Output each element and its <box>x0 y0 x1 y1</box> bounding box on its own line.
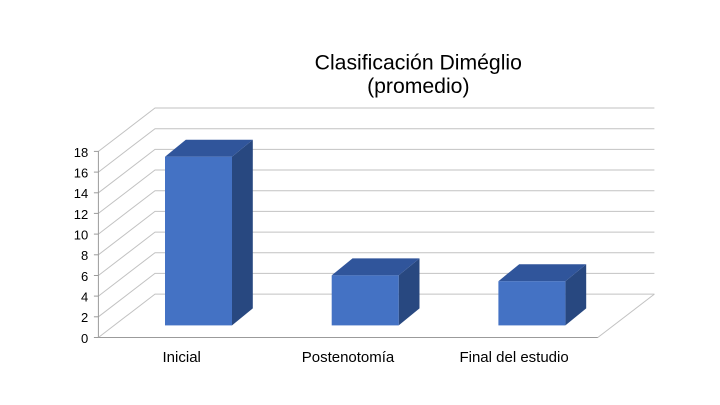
svg-text:Postenotomía: Postenotomía <box>302 349 395 366</box>
svg-text:Final del estudio: Final del estudio <box>459 349 568 366</box>
svg-text:0: 0 <box>81 331 88 346</box>
svg-text:(promedio): (promedio) <box>367 75 469 98</box>
svg-text:6: 6 <box>81 269 88 284</box>
svg-text:8: 8 <box>81 248 88 263</box>
svg-text:16: 16 <box>74 166 88 181</box>
svg-text:2: 2 <box>81 310 88 325</box>
svg-text:14: 14 <box>74 186 88 201</box>
svg-text:10: 10 <box>74 228 88 243</box>
svg-text:18: 18 <box>74 145 88 160</box>
svg-text:4: 4 <box>81 290 88 305</box>
svg-text:Inicial: Inicial <box>163 349 201 366</box>
svg-text:12: 12 <box>74 207 88 222</box>
svg-text:Clasificación Diméglio: Clasificación Diméglio <box>315 51 522 74</box>
